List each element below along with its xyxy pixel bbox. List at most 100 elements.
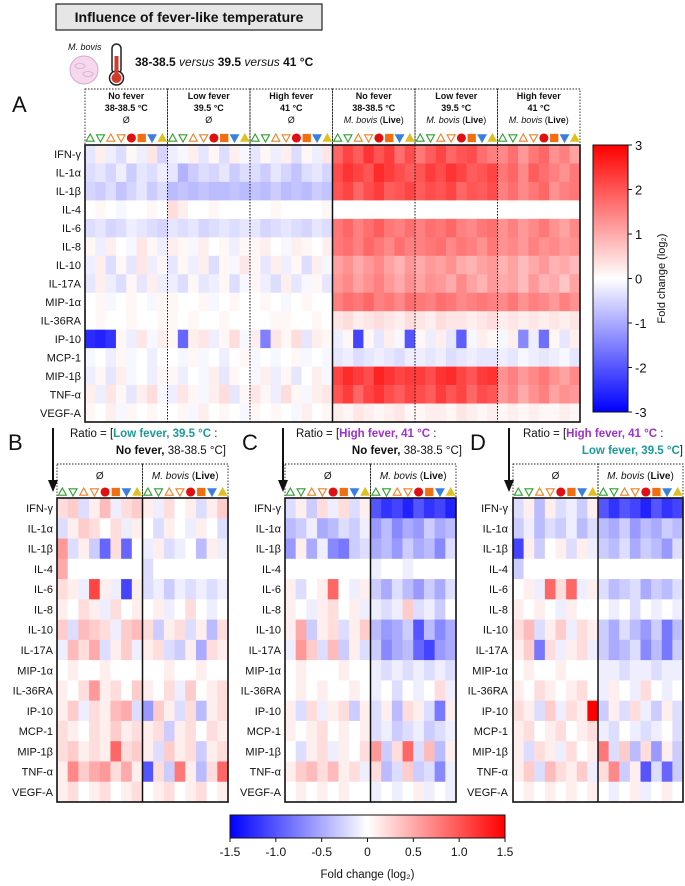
group-label: No fever: [108, 91, 145, 101]
heatmap-cell: [280, 348, 292, 367]
heatmap-cell: [538, 200, 550, 220]
heatmap-cell: [146, 163, 158, 183]
heatmap-cell: [566, 720, 578, 742]
heatmap-cell: [208, 403, 220, 423]
heatmap-cell: [544, 538, 556, 560]
heatmap-cell: [206, 741, 218, 762]
heatmap-cell: [487, 218, 498, 238]
group-header-box: [167, 88, 251, 146]
group-treatment: Ø: [123, 115, 130, 125]
heatmap-cell: [672, 538, 684, 560]
heatmap-cell: [373, 385, 385, 404]
heatmap-cell: [608, 741, 620, 762]
heatmap-cell: [317, 518, 329, 539]
heatmap-cell: [136, 274, 148, 294]
heatmap-cell: [110, 579, 122, 600]
heatmap-cell: [89, 619, 101, 641]
heatmap-cell: [559, 237, 570, 257]
heatmap-cell: [534, 720, 546, 742]
heatmap-cell: [359, 498, 371, 519]
text-segment: ): [401, 115, 404, 125]
heatmap-cell: [322, 385, 333, 404]
heatmap-cell: [342, 237, 354, 257]
heatmap-cell: [322, 366, 333, 386]
heatmap-cell: [217, 700, 229, 722]
heatmap-cell: [435, 403, 447, 423]
heatmap-cell: [163, 538, 175, 560]
heatmap-cell: [239, 181, 251, 201]
heatmap-cell: [270, 311, 282, 330]
animal-marker: [85, 132, 96, 142]
heatmap-cell: [435, 274, 447, 294]
heatmap-cell: [338, 741, 350, 762]
heatmap-cell: [311, 292, 323, 312]
heatmap-cell: [142, 518, 154, 539]
heatmap-cell: [445, 163, 457, 183]
heatmap-cell: [456, 311, 467, 330]
heatmap-cell: [434, 579, 446, 600]
heatmap-cell: [153, 619, 165, 641]
heatmap-cell: [136, 237, 148, 257]
heatmap-cell: [435, 366, 447, 386]
heatmap-cell: [518, 403, 529, 423]
heatmap-cell: [295, 761, 307, 783]
heatmap-cell: [487, 366, 498, 386]
row-label: IP-10: [27, 706, 53, 718]
heatmap-cell: [188, 218, 199, 238]
heatmap-cell: [239, 366, 251, 386]
animal-marker: [89, 488, 100, 498]
row-label: IP-10: [482, 706, 508, 718]
animal-marker: [250, 132, 261, 142]
animal-marker: [550, 133, 559, 143]
row-label: MCP-1: [247, 726, 281, 738]
heatmap-cell: [566, 498, 578, 519]
heatmap-cell: [549, 274, 560, 294]
heatmap-cell: [146, 200, 158, 220]
group-treatment: Ø: [205, 115, 212, 125]
animal-marker: [435, 132, 446, 142]
heatmap-cell: [497, 366, 509, 386]
heatmap-cell: [342, 218, 354, 238]
heatmap-cell: [640, 558, 652, 580]
heatmap-cell: [373, 200, 385, 220]
heatmap-cell: [528, 181, 540, 201]
heatmap-cell: [332, 237, 344, 257]
heatmap-cell: [629, 538, 641, 560]
heatmap-cell: [359, 579, 371, 600]
heatmap-cell: [185, 619, 197, 641]
heatmap-cell: [57, 720, 68, 742]
heatmap-cell: [153, 579, 165, 600]
text-segment: (: [542, 115, 548, 125]
heatmap-cell: [219, 366, 230, 386]
heatmap-cell: [270, 163, 282, 183]
heatmap-cell: [415, 237, 426, 257]
heatmap-cell: [157, 311, 168, 330]
heatmap-cell: [425, 181, 436, 201]
heatmap-cell: [280, 403, 292, 423]
heatmap-cell: [476, 255, 488, 275]
heatmap-cell: [640, 639, 652, 661]
heatmap-cell: [306, 579, 318, 600]
heatmap-cell: [131, 538, 143, 560]
heatmap-cell: [338, 558, 350, 580]
colorbar-label: Fold change (log₂): [321, 869, 415, 881]
heatmap-cell: [518, 329, 529, 349]
heatmap-cell: [587, 700, 599, 722]
heatmap-cell: [672, 741, 684, 762]
heatmap-cell: [142, 700, 154, 722]
heatmap-cell: [534, 558, 546, 580]
heatmap-cell: [301, 145, 313, 164]
heatmap-cell: [342, 311, 354, 330]
heatmap-cell: [544, 619, 556, 641]
heatmap-cell: [219, 181, 230, 201]
heatmap-cell: [131, 680, 143, 701]
heatmap-cell: [359, 538, 371, 560]
animal-marker: [404, 132, 415, 142]
heatmap-cell: [306, 781, 318, 803]
heatmap-cell: [423, 680, 435, 701]
heatmap-cell: [195, 741, 207, 762]
heatmap-cell: [538, 329, 550, 349]
heatmap-cell: [78, 741, 90, 762]
heatmap-cell: [153, 720, 165, 742]
heatmap-cell: [555, 538, 567, 560]
